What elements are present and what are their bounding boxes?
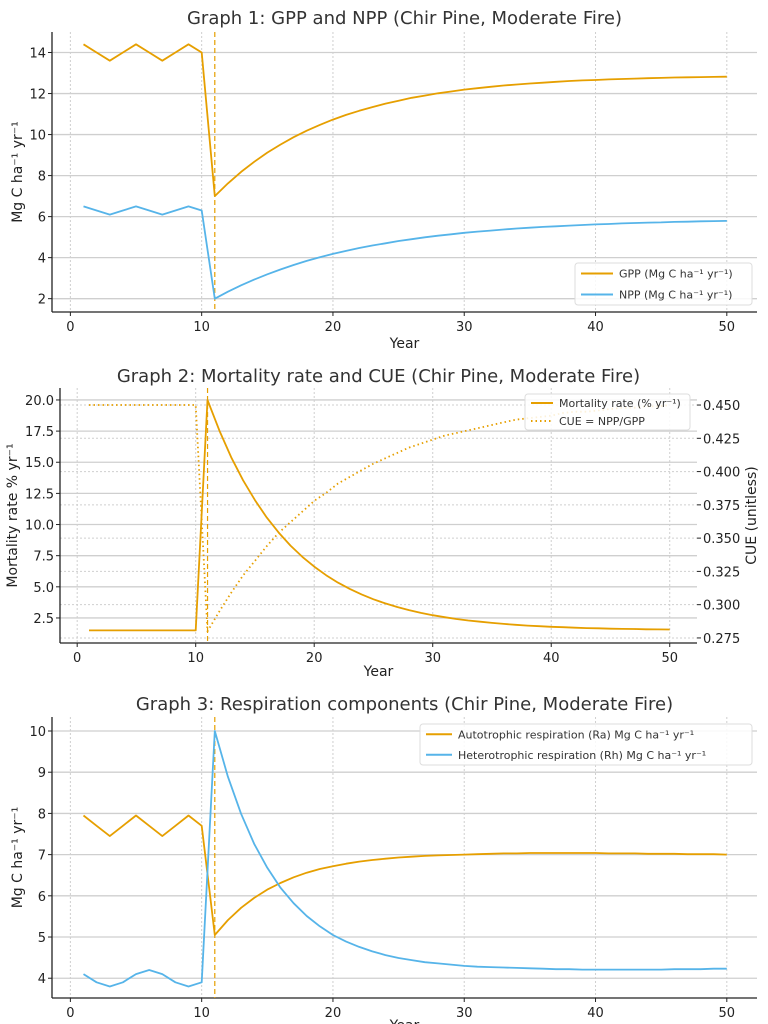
- legend-label: CUE = NPP/GPP: [559, 415, 645, 428]
- x-tick-label: 10: [193, 1006, 210, 1021]
- x-tick-label: 50: [719, 320, 736, 335]
- y2-tick-label: 0.400: [703, 466, 740, 481]
- x-tick-label: 0: [66, 320, 74, 335]
- legend-label: Heterotrophic respiration (Rh) Mg C ha⁻¹…: [458, 749, 706, 762]
- y-axis-label: Mg C ha⁻¹ yr⁻¹: [10, 121, 26, 223]
- y2-tick-label: 0.350: [703, 532, 740, 547]
- chart-2: 0 10 20 30 40 50 2.5 5.0 7.5 10.0 12.5 15.0 17.5 20.0…: [5, 366, 760, 680]
- x-tick-label: 10: [193, 320, 210, 335]
- x-tick-label: 0: [73, 651, 81, 666]
- y2-axis-label: CUE (unitless): [744, 466, 760, 564]
- x-tick-label: 30: [424, 651, 441, 666]
- y-tick-label: 5: [38, 931, 46, 946]
- y-tick-label: 14: [29, 47, 46, 62]
- x-axis-label: Year: [389, 1018, 420, 1024]
- legend: GPP (Mg C ha⁻¹ yr⁻¹) NPP (Mg C ha⁻¹ yr⁻¹): [574, 262, 753, 306]
- chart-title: Graph 1: GPP and NPP (Chir Pine, Moderat…: [187, 8, 622, 29]
- legend-box: [419, 723, 753, 766]
- y-tick-label: 8: [38, 807, 46, 822]
- legend-label: Autotrophic respiration (Ra) Mg C ha⁻¹ y…: [458, 728, 694, 741]
- y-tick-label: 6: [38, 890, 46, 905]
- y2-tick-label: 0.275: [703, 632, 740, 647]
- y-tick-label: 4: [38, 972, 46, 987]
- x-tick-label: 40: [587, 320, 604, 335]
- y2-tick-label: 0.450: [703, 399, 740, 414]
- y2-tick-label: 0.425: [703, 432, 740, 447]
- x-tick-label: 20: [306, 651, 323, 666]
- y-tick-label: 2: [38, 293, 46, 308]
- x-tick-label: 10: [187, 651, 204, 666]
- y2-tick-label: 0.300: [703, 599, 740, 614]
- series-line-2: [83, 730, 727, 988]
- legend: Autotrophic respiration (Ra) Mg C ha⁻¹ y…: [419, 723, 753, 766]
- legend: Mortality rate (% yr⁻¹) CUE = NPP/GPP: [524, 393, 691, 431]
- legend-label: Mortality rate (% yr⁻¹): [559, 397, 681, 410]
- y-tick-label: 20.0: [25, 394, 54, 409]
- legend-box: [524, 393, 691, 431]
- x-tick-label: 0: [66, 1006, 74, 1021]
- x-tick-label: 50: [661, 651, 678, 666]
- x-axis-label: Year: [363, 664, 394, 680]
- x-tick-label: 50: [719, 1006, 736, 1021]
- y-axis-label: Mortality rate % yr⁻¹: [5, 443, 21, 587]
- y-tick-label: 7.5: [33, 550, 54, 565]
- y-tick-label: 2.5: [33, 612, 54, 627]
- series-line-2: [89, 404, 670, 633]
- y-tick-label: 15.0: [25, 456, 54, 471]
- y-tick-label: 12: [29, 88, 46, 103]
- series-line-2: [83, 205, 727, 300]
- y-tick-label: 7: [38, 849, 46, 864]
- legend-label: NPP (Mg C ha⁻¹ yr⁻¹): [619, 289, 732, 302]
- y-axis-label: Mg C ha⁻¹ yr⁻¹: [10, 807, 26, 909]
- y2-tick-label: 0.375: [703, 499, 740, 514]
- series-line-1: [82, 814, 727, 936]
- y-tick-label: 8: [38, 170, 46, 185]
- y-tick-label: 10: [29, 725, 46, 740]
- x-tick-label: 30: [456, 1006, 473, 1021]
- chart-3: 0 10 20 30 40 50 4 5 6 7 8 9 10 Graph 3: Respiration …: [10, 694, 757, 1024]
- legend-box: [574, 262, 753, 306]
- x-tick-label: 40: [587, 1006, 604, 1021]
- chart-title: Graph 2: Mortality rate and CUE (Chir Pi…: [117, 366, 640, 387]
- y2-tick-label: 0.325: [703, 565, 740, 580]
- y-tick-label: 5.0: [33, 581, 54, 596]
- chart-title: Graph 3: Respiration components (Chir Pi…: [136, 694, 673, 715]
- series-line-1: [83, 43, 727, 198]
- y-tick-label: 17.5: [25, 425, 54, 440]
- y-tick-label: 6: [38, 211, 46, 226]
- y-tick-label: 12.5: [25, 487, 54, 502]
- legend-label: GPP (Mg C ha⁻¹ yr⁻¹): [619, 268, 733, 281]
- y-tick-label: 10: [29, 129, 46, 144]
- y-tick-label: 9: [38, 766, 46, 781]
- x-tick-label: 20: [325, 320, 342, 335]
- x-tick-label: 40: [543, 651, 560, 666]
- chart-1: 0 10 20 30 40 50 2 4 6 8 10 12 14 Graph 1: GPP and NP…: [10, 8, 757, 352]
- x-tick-label: 30: [456, 320, 473, 335]
- x-axis-label: Year: [389, 336, 420, 352]
- y-tick-label: 10.0: [25, 519, 54, 534]
- y-tick-label: 4: [38, 252, 46, 267]
- series-line-1: [89, 399, 670, 632]
- x-tick-label: 20: [325, 1006, 342, 1021]
